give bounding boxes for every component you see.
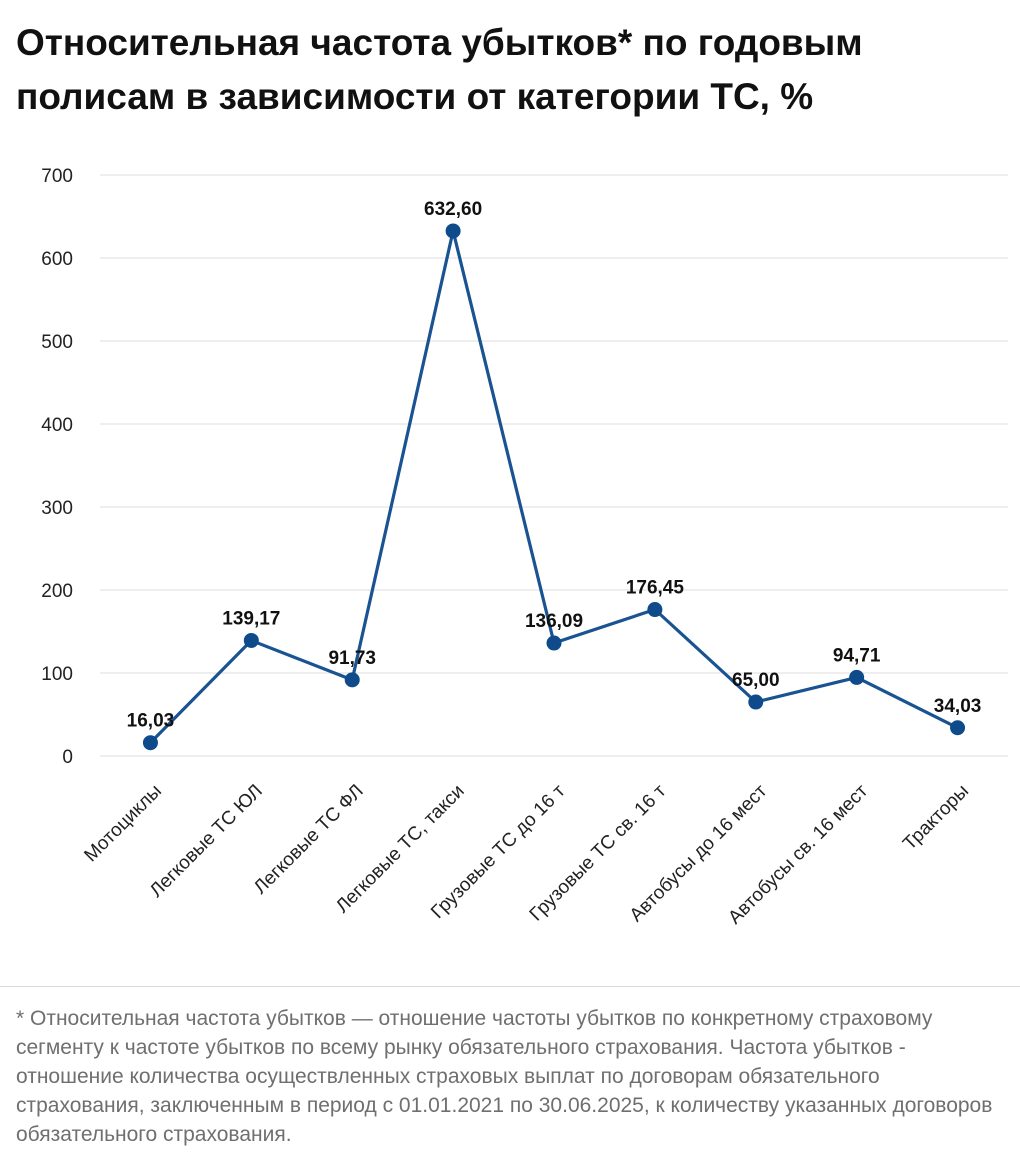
chart-title: Относительная частота убытков* по годовы… [16,22,863,117]
data-label: 632,60 [424,199,482,220]
data-label: 16,03 [127,711,175,732]
footnote-text: * Относительная частота убытков — отноше… [16,1007,993,1146]
y-tick-label: 700 [41,166,73,187]
data-labels: 16,03 139,17 91,73 632,60 136,09 176,45 65,00 9… [127,199,982,732]
data-label: 94,71 [833,645,881,666]
footnote-divider [0,986,1020,987]
x-tick-label: Мотоциклы [80,781,166,867]
data-label: 91,73 [328,648,376,669]
data-point [647,602,663,618]
data-point [445,223,461,239]
y-tick-label: 600 [41,249,73,270]
data-point [849,669,865,685]
line-chart: 0 100 200 300 400 500 600 700 16,03 139,17 91,73 6… [41,166,1008,928]
y-tick-label: 300 [41,498,73,519]
data-label: 65,00 [732,670,780,691]
data-point [243,632,259,648]
data-points [142,223,966,751]
data-point [142,735,158,751]
data-label: 139,17 [222,608,280,629]
y-tick-label: 0 [62,747,73,768]
gridlines [100,174,1008,757]
data-point [748,694,764,710]
x-tick-label: Легковые ТС ФЛ [250,781,368,899]
data-label: 136,09 [525,611,583,632]
y-tick-label: 200 [41,581,73,602]
y-axis-ticks: 0 100 200 300 400 500 600 700 [41,166,73,768]
y-tick-label: 100 [41,664,73,685]
data-label: 176,45 [626,578,685,599]
y-tick-label: 400 [41,415,73,436]
data-label: 34,03 [934,696,982,717]
x-tick-label: Тракторы [899,781,973,855]
data-point [546,635,562,651]
data-point [950,720,966,736]
y-tick-label: 500 [41,332,73,353]
data-point [344,672,360,688]
